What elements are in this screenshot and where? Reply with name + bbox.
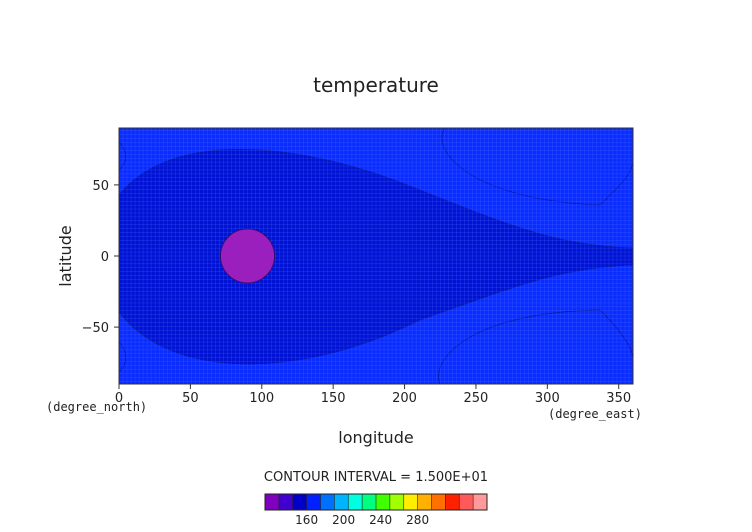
colorbar-tick-label: 200: [332, 513, 355, 527]
colorbar-swatch: [334, 494, 349, 510]
x-tick-label: 50: [182, 391, 199, 406]
colorbar-tick-label: 160: [295, 513, 318, 527]
colorbar-swatch: [265, 494, 279, 510]
colorbar-swatch: [348, 494, 363, 510]
colorbar-tick-label: 240: [369, 513, 392, 527]
chart-title: temperature: [313, 73, 439, 97]
plot-area: 0 50 100 150 200 250 300 350 50 0 −50: [82, 127, 634, 406]
grid-lines: [119, 128, 633, 384]
x-tick-label: 350: [606, 391, 631, 406]
colorbar-frame: [264, 493, 488, 511]
x-tick-label: 0: [115, 391, 123, 406]
hotspot-min-center: [220, 228, 275, 284]
y-tick-label: 50: [92, 179, 109, 194]
colorbar-swatch: [320, 494, 335, 510]
x-tick-label: 200: [392, 391, 417, 406]
x-tick-label: 250: [464, 391, 489, 406]
x-tick-label: 300: [535, 391, 560, 406]
colorbar-swatch: [459, 494, 474, 510]
y-tick-label: 0: [101, 250, 109, 265]
colorbar-swatch: [445, 494, 460, 510]
colorbar-swatch: [362, 494, 376, 510]
colorbar-swatch: [473, 494, 487, 510]
contour-line-west-north: [119, 141, 127, 171]
colorbar-swatch: [278, 494, 293, 510]
contour-interval-text: CONTOUR INTERVAL = 1.500E+01: [264, 470, 488, 485]
x-tick-label: 150: [321, 391, 346, 406]
colorbar-swatch: [403, 494, 418, 510]
x-unit-label: (degree_east): [548, 407, 642, 421]
colorbar-swatch: [292, 494, 307, 510]
x-axis-label: longitude: [338, 428, 413, 447]
colorbar-tick-label: 280: [406, 513, 429, 527]
y-axis-label: latitude: [56, 225, 75, 286]
y-unit-label: (degree_north): [46, 400, 147, 414]
colorbar-swatch: [417, 494, 432, 510]
y-tick-label: −50: [82, 321, 109, 336]
colorbar-swatch: [376, 494, 390, 510]
colorbar-swatch: [306, 494, 321, 510]
colorbar-swatch: [389, 494, 404, 510]
colorbar: 160 200 240 280: [264, 493, 488, 527]
colorbar-swatch: [431, 494, 446, 510]
x-tick-label: 100: [249, 391, 274, 406]
